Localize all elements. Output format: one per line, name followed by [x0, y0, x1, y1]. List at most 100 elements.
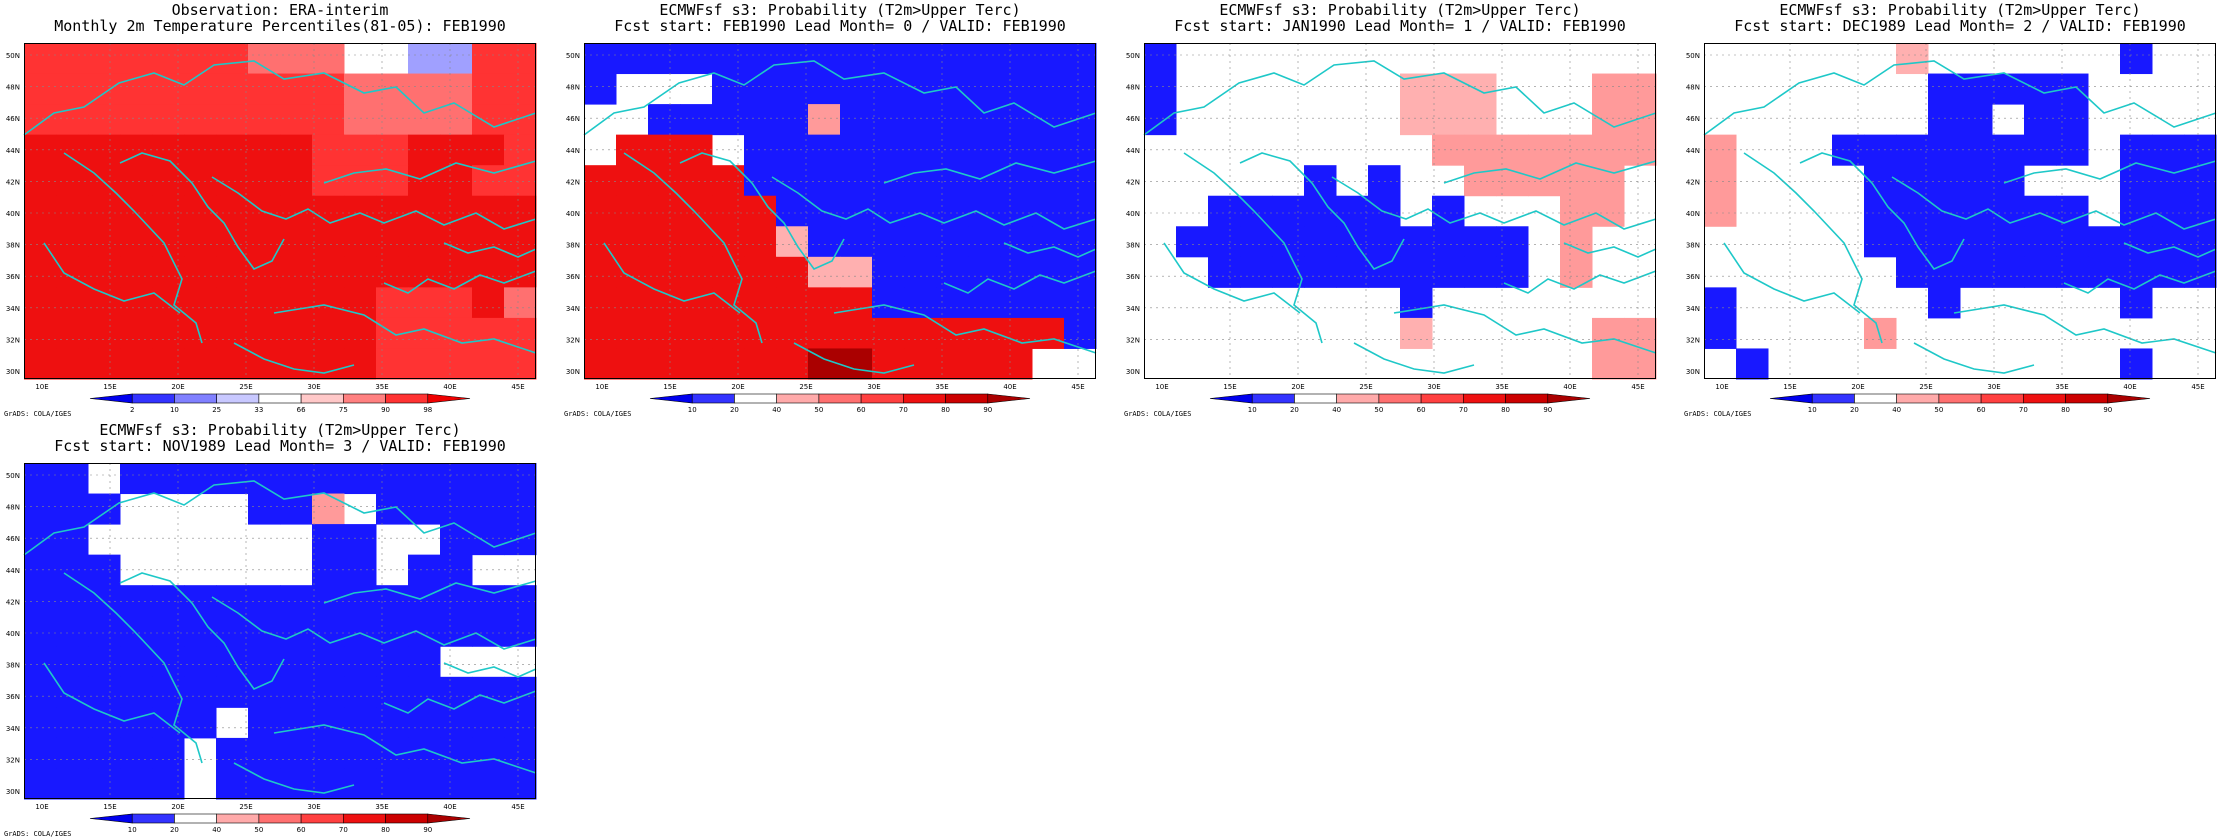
panel-title: ECMWFsf s3: Probability (T2m>Upper Terc)	[1779, 1, 2141, 19]
lat-tick-label: 34N	[1126, 305, 1140, 313]
grid-cell	[904, 134, 937, 166]
lon-tick-label: 10E	[1715, 383, 1728, 391]
grid-cell	[1064, 73, 1097, 105]
grid-cell	[1960, 195, 1993, 227]
coastline	[1723, 242, 1861, 314]
lon-tick-label: 10E	[35, 803, 48, 811]
coastline	[1393, 304, 1657, 354]
grid-cell	[280, 134, 313, 166]
grid-cell	[1864, 134, 1897, 166]
grid-cell	[1960, 226, 1993, 258]
colorbar-label: 20	[730, 406, 739, 414]
lat-tick-label: 34N	[566, 305, 580, 313]
grid-cell	[440, 348, 473, 380]
grid-cell	[280, 348, 313, 380]
lat-tick-label: 38N	[6, 242, 20, 250]
lat-tick-label: 36N	[6, 693, 20, 701]
grid-cell	[1032, 256, 1065, 288]
grid-cell	[1272, 256, 1305, 288]
grid-cell	[744, 195, 777, 227]
grid-cell	[1992, 165, 2025, 197]
grid-cell	[2088, 226, 2121, 258]
map-frame	[1704, 43, 2216, 379]
grid-cell	[440, 104, 473, 136]
grid-cell	[24, 226, 57, 258]
grid-cell	[312, 493, 345, 525]
grid-cell	[248, 646, 281, 678]
colorbar-label: 25	[212, 406, 221, 414]
colorbar-label: 90	[983, 406, 992, 414]
grid-cell	[680, 43, 713, 75]
grid-cell	[1960, 165, 1993, 197]
grid-cell	[872, 43, 905, 75]
colorbar-segment	[1294, 393, 1337, 404]
grid-cell	[344, 554, 377, 586]
grid-cell	[1304, 226, 1337, 258]
grid-cell	[120, 737, 153, 769]
grid-cell	[24, 195, 57, 227]
grid-cell	[184, 256, 217, 288]
grid-cell	[216, 768, 249, 800]
colorbar-segment	[343, 813, 386, 824]
grid-cell	[88, 195, 121, 227]
grid-cell	[504, 104, 537, 136]
grid-cell	[680, 287, 713, 319]
grid-cell	[120, 43, 153, 75]
grid-cell	[88, 554, 121, 586]
lat-tick-label: 34N	[6, 725, 20, 733]
grid-cell	[152, 615, 185, 647]
grid-cell	[472, 134, 505, 166]
grads-credit: GrADS: COLA/IGES	[564, 410, 632, 418]
grid-cell	[840, 43, 873, 75]
grid-cell	[344, 73, 377, 105]
grid-cell	[1032, 226, 1065, 258]
grid-cell	[152, 676, 185, 708]
coastline	[1183, 152, 1323, 344]
grid-cell	[440, 554, 473, 586]
grid-cell	[312, 256, 345, 288]
grid-cell	[216, 615, 249, 647]
grid-cell	[344, 317, 377, 349]
colorbar-label: 10	[688, 406, 697, 414]
grid-cell	[152, 256, 185, 288]
grid-cell	[1240, 226, 1273, 258]
coastline	[63, 152, 203, 344]
grid-cell	[248, 73, 281, 105]
grid-cell	[1592, 134, 1625, 166]
grid-cell	[680, 195, 713, 227]
grid-cell	[344, 256, 377, 288]
grid-cell	[376, 707, 409, 739]
grid-cell	[120, 165, 153, 197]
grid-cell	[968, 195, 1001, 227]
coastline	[273, 304, 537, 354]
grid-cell	[504, 165, 537, 197]
grid-cell	[376, 226, 409, 258]
grid-cell	[680, 226, 713, 258]
panel-lead-1: ECMWFsf s3: Probability (T2m>Upper Terc)…	[1120, 0, 1680, 420]
colorbar-segment	[649, 393, 693, 404]
lat-tick-label: 38N	[566, 242, 580, 250]
grid-cell	[56, 287, 89, 319]
grid-cell	[248, 676, 281, 708]
coastline	[119, 572, 285, 690]
grid-cell	[1032, 73, 1065, 105]
grid-cell	[24, 768, 57, 800]
grid-cell	[936, 104, 969, 136]
grid-cell	[344, 707, 377, 739]
grid-cell	[440, 676, 473, 708]
colorbar: 10 20 40 50 60 70 80 90	[89, 813, 471, 834]
grid-cell	[472, 463, 505, 495]
grid-cell	[24, 707, 57, 739]
grid-cell	[1960, 104, 1993, 136]
grid-cell	[312, 768, 345, 800]
grid-cell	[440, 615, 473, 647]
grid-cell	[936, 287, 969, 319]
grid-cell	[1992, 134, 2025, 166]
grid-cell	[1560, 134, 1593, 166]
grid-cell	[56, 43, 89, 75]
grid-cell	[184, 287, 217, 319]
grid-cell	[56, 768, 89, 800]
grid-cell	[280, 226, 313, 258]
grid-cell	[1000, 104, 1033, 136]
grid-cell	[344, 195, 377, 227]
